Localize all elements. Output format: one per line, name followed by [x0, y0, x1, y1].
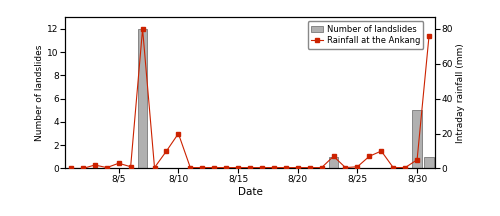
Legend: Number of landslides, Rainfall at the Ankang: Number of landslides, Rainfall at the An…: [308, 21, 424, 49]
X-axis label: Date: Date: [238, 186, 262, 197]
Bar: [329, 157, 338, 168]
Y-axis label: Intraday rainfall (mm): Intraday rainfall (mm): [456, 43, 464, 143]
Bar: [138, 29, 147, 168]
Y-axis label: Number of landslides: Number of landslides: [36, 45, 44, 141]
Bar: [412, 110, 422, 168]
Bar: [424, 157, 434, 168]
